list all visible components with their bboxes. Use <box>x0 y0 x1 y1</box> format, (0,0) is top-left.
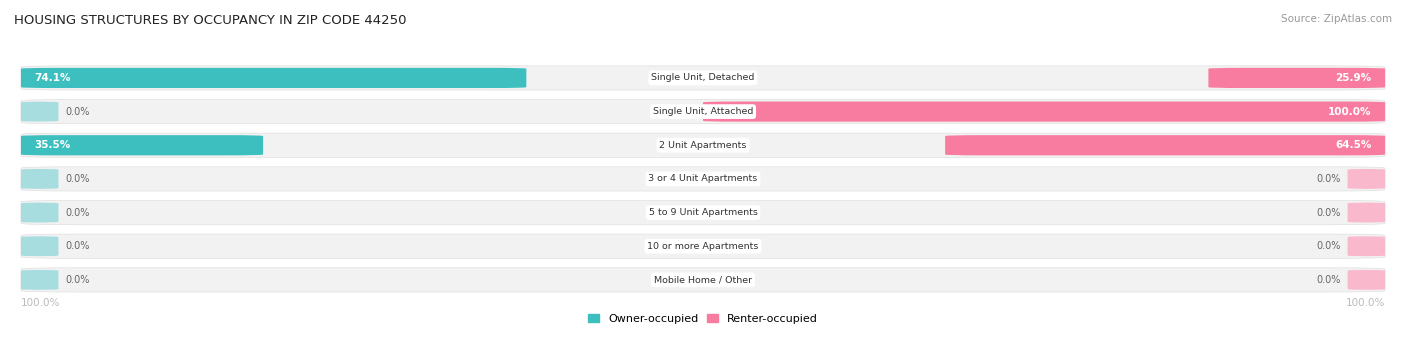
Text: 25.9%: 25.9% <box>1336 73 1371 83</box>
Text: 10 or more Apartments: 10 or more Apartments <box>647 242 759 251</box>
FancyBboxPatch shape <box>1347 236 1385 256</box>
Text: 0.0%: 0.0% <box>1316 174 1341 184</box>
Text: 0.0%: 0.0% <box>1316 241 1341 251</box>
Text: Single Unit, Attached: Single Unit, Attached <box>652 107 754 116</box>
FancyBboxPatch shape <box>21 167 1385 191</box>
FancyBboxPatch shape <box>21 100 1385 124</box>
FancyBboxPatch shape <box>21 66 1385 90</box>
Text: 3 or 4 Unit Apartments: 3 or 4 Unit Apartments <box>648 174 758 183</box>
Text: 35.5%: 35.5% <box>35 140 70 150</box>
FancyBboxPatch shape <box>21 133 1385 158</box>
Text: HOUSING STRUCTURES BY OCCUPANCY IN ZIP CODE 44250: HOUSING STRUCTURES BY OCCUPANCY IN ZIP C… <box>14 14 406 27</box>
Text: Single Unit, Detached: Single Unit, Detached <box>651 73 755 83</box>
Text: 0.0%: 0.0% <box>65 174 90 184</box>
Text: 0.0%: 0.0% <box>65 107 90 117</box>
FancyBboxPatch shape <box>1347 203 1385 223</box>
Text: 2 Unit Apartments: 2 Unit Apartments <box>659 141 747 150</box>
FancyBboxPatch shape <box>21 234 1385 258</box>
Text: 0.0%: 0.0% <box>1316 208 1341 218</box>
FancyBboxPatch shape <box>703 102 1385 122</box>
Text: Mobile Home / Other: Mobile Home / Other <box>654 276 752 284</box>
Text: 0.0%: 0.0% <box>65 275 90 285</box>
FancyBboxPatch shape <box>21 203 59 223</box>
Legend: Owner-occupied, Renter-occupied: Owner-occupied, Renter-occupied <box>583 309 823 328</box>
Text: 100.0%: 100.0% <box>1327 107 1371 117</box>
Text: 0.0%: 0.0% <box>65 241 90 251</box>
FancyBboxPatch shape <box>21 102 59 122</box>
Text: 0.0%: 0.0% <box>65 208 90 218</box>
FancyBboxPatch shape <box>21 169 59 189</box>
Text: 74.1%: 74.1% <box>35 73 72 83</box>
FancyBboxPatch shape <box>945 135 1385 155</box>
FancyBboxPatch shape <box>1347 270 1385 290</box>
Text: 100.0%: 100.0% <box>1346 298 1385 308</box>
FancyBboxPatch shape <box>21 270 59 290</box>
FancyBboxPatch shape <box>21 135 263 155</box>
FancyBboxPatch shape <box>21 236 59 256</box>
Text: 5 to 9 Unit Apartments: 5 to 9 Unit Apartments <box>648 208 758 217</box>
FancyBboxPatch shape <box>21 201 1385 225</box>
Text: 100.0%: 100.0% <box>21 298 60 308</box>
FancyBboxPatch shape <box>1347 169 1385 189</box>
FancyBboxPatch shape <box>1208 68 1385 88</box>
FancyBboxPatch shape <box>21 68 526 88</box>
FancyBboxPatch shape <box>21 268 1385 292</box>
Text: Source: ZipAtlas.com: Source: ZipAtlas.com <box>1281 14 1392 24</box>
Text: 64.5%: 64.5% <box>1334 140 1371 150</box>
Text: 0.0%: 0.0% <box>1316 275 1341 285</box>
